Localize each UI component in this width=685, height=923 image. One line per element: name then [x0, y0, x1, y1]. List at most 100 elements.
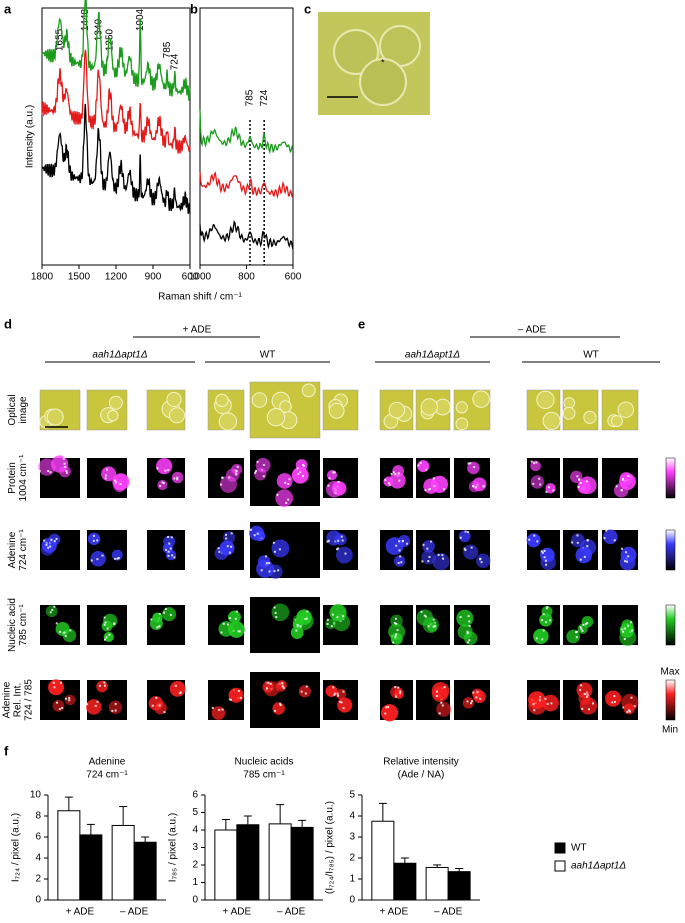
row-label: Adenine: [2, 681, 13, 718]
pixel: [217, 547, 220, 550]
pixel: [285, 501, 288, 504]
pixel: [302, 463, 305, 466]
pixel: [438, 712, 441, 715]
pixel: [579, 481, 582, 484]
pixel: [224, 533, 227, 536]
pixel: [230, 532, 233, 535]
pixel: [229, 698, 232, 701]
pixel: [423, 614, 426, 617]
pixel: [167, 554, 170, 557]
pixel: [536, 540, 539, 543]
pixel: [63, 631, 66, 634]
pixel: [459, 616, 462, 619]
pixel: [417, 464, 420, 467]
pixel: [585, 480, 588, 483]
pixel: [472, 485, 475, 488]
x-tick-label: + ADE: [380, 907, 409, 918]
pixel: [333, 471, 336, 474]
x-axis-label: Raman shift / cm⁻¹: [158, 292, 242, 303]
pixel: [222, 622, 225, 625]
pixel: [464, 549, 467, 552]
pixel: [336, 548, 339, 551]
cell: [326, 480, 343, 498]
cell: [279, 400, 292, 413]
pixel: [430, 540, 433, 543]
cell: [45, 605, 58, 618]
pixel: [466, 630, 469, 633]
chart-title: 785 cm⁻¹: [243, 770, 285, 781]
pixel: [103, 623, 106, 626]
colorbar: [665, 604, 676, 646]
pixel: [627, 474, 630, 477]
pixel: [586, 539, 589, 542]
strain-label: WT: [583, 350, 599, 361]
pixel: [538, 699, 541, 702]
pixel: [399, 555, 402, 558]
pixel: [545, 607, 548, 610]
pixel: [341, 539, 344, 542]
pixel: [267, 681, 270, 684]
pixel: [633, 705, 636, 708]
marker-label: 724: [259, 89, 270, 106]
y-tick-label: 8: [35, 811, 41, 822]
pixel: [299, 625, 302, 628]
pixel: [176, 478, 179, 481]
pixel: [579, 626, 582, 629]
pixel: [422, 543, 425, 546]
bar: [447, 871, 471, 901]
pixel: [104, 477, 107, 480]
pixel: [49, 542, 52, 545]
pixel: [470, 700, 473, 703]
pixel: [583, 693, 586, 696]
pixel: [394, 686, 397, 689]
pixel: [538, 477, 541, 480]
cell: [427, 621, 438, 632]
cell: [59, 465, 71, 478]
cell: [156, 458, 173, 475]
pixel: [220, 631, 223, 634]
spectrum-curve: [41, 103, 191, 214]
cell: [276, 473, 293, 489]
cell: [249, 525, 265, 541]
pixel: [622, 630, 625, 633]
pixel: [284, 481, 287, 484]
pixel: [469, 462, 472, 465]
pixel: [260, 569, 263, 572]
pixel: [468, 620, 471, 623]
cell: [328, 402, 345, 419]
cell: [540, 554, 556, 571]
cell: [472, 390, 490, 408]
pixel: [621, 628, 624, 631]
cell: [617, 401, 635, 418]
pixel: [435, 690, 438, 693]
panel-label: e: [358, 316, 365, 331]
pixel: [394, 473, 397, 476]
pixel: [228, 617, 231, 620]
row-label: image: [18, 396, 29, 424]
cell: [533, 628, 549, 645]
pixel: [578, 478, 581, 481]
cell: [421, 550, 436, 565]
pixel: [159, 484, 162, 487]
pixel: [219, 483, 222, 486]
pixel: [397, 561, 400, 564]
pixel: [64, 466, 67, 469]
pixel: [387, 705, 390, 708]
pixel: [398, 549, 401, 552]
y-tick-label: 6: [35, 832, 41, 843]
pixel: [174, 684, 177, 687]
pixel: [583, 555, 586, 558]
pixel: [281, 685, 284, 688]
pixel: [532, 703, 535, 706]
cell: [563, 397, 576, 409]
pixel: [277, 569, 280, 572]
pixel: [274, 709, 277, 712]
y-tick-label: 0: [192, 895, 198, 906]
pixel: [530, 460, 533, 463]
pixel: [541, 551, 544, 554]
pixel: [576, 534, 579, 537]
pixel: [473, 466, 476, 469]
y-tick-label: 3: [192, 842, 198, 853]
pixel: [394, 635, 397, 638]
cell: [325, 685, 338, 698]
